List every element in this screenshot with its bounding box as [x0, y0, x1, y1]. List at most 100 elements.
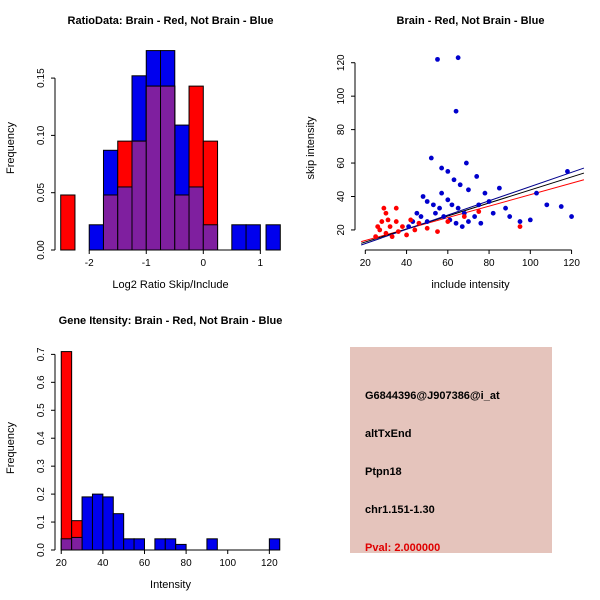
scatter-point — [534, 190, 539, 196]
scatter-point — [476, 202, 482, 208]
y-tick-label: 40 — [336, 190, 347, 202]
scatter-point — [393, 219, 399, 224]
scatter-point — [435, 229, 440, 235]
y-tick-label: 0.10 — [36, 125, 47, 145]
hist-bar — [231, 224, 247, 251]
gene-name-text: Ptpn18 — [365, 466, 402, 478]
x-tick-label: 40 — [97, 558, 109, 569]
gene-intensity-histogram-chart: 20 40 60 80 100 120 0.0 0.1 0.2 0.3 0.4 0.5 0.6 0.7 Ge… — [5, 315, 283, 591]
x-axis-label: Log2 Ratio Skip/Include — [112, 279, 228, 291]
scatter-point — [517, 219, 523, 224]
scatter-point — [387, 224, 393, 229]
y-tick-label: 0.00 — [36, 240, 47, 260]
y-tick-label: 0.05 — [36, 183, 47, 203]
y-axis-label: Frequency — [5, 422, 17, 474]
scatter-point — [461, 214, 467, 219]
scatter-point — [457, 182, 463, 188]
x-tick-label: 20 — [360, 258, 372, 269]
scatter-point — [430, 202, 436, 208]
scatter-point — [445, 169, 451, 174]
panel-intensity-scatter: 20 40 60 80 100 120 20 40 60 80 100 120 Brain - Red,… — [300, 0, 600, 300]
y-tick-label: 0.0 — [36, 543, 47, 557]
y-axis-label: Frequency — [5, 122, 17, 174]
scatter-point — [418, 214, 424, 219]
locus-text: chr1.151-1.30 — [365, 504, 435, 516]
scatter-point — [416, 220, 422, 226]
x-tick-label: 1 — [258, 258, 264, 269]
hist-bar — [206, 538, 218, 551]
y-tick-label: 0.6 — [36, 375, 47, 389]
scatter-point — [459, 224, 465, 229]
info-box: G6844396@J907386@i_at altTxEnd Ptpn18 ch… — [350, 347, 552, 554]
y-tick-label: 0.5 — [36, 403, 47, 417]
scatter-point — [379, 219, 385, 224]
scatter-point — [424, 225, 430, 231]
x-tick-label: 120 — [563, 258, 580, 269]
intensity-scatter-chart: 20 40 60 80 100 120 20 40 60 80 100 120 Brain - Red,… — [305, 15, 585, 291]
panel-gene-intensity-histogram: 20 40 60 80 100 120 0.0 0.1 0.2 0.3 0.4 0.5 0.6 0.7 Ge… — [0, 300, 300, 600]
y-tick-label: 80 — [336, 124, 347, 136]
ratio-histogram-chart: -2 -1 0 1 0.00 0.05 0.10 0.15 RatioData: Brain -… — [5, 15, 281, 291]
hist-bar — [102, 496, 114, 551]
scatter-point — [441, 214, 447, 219]
y-tick-label: 120 — [336, 54, 347, 71]
scatter-point — [527, 217, 533, 223]
hist-bar — [268, 538, 281, 551]
hist-bar-overlap — [71, 536, 83, 551]
hist-bar — [133, 538, 145, 551]
scatter-point — [466, 187, 471, 193]
hist-bar-overlap — [102, 194, 119, 251]
y-tick-label: 100 — [336, 87, 347, 104]
scatter-point — [389, 234, 395, 240]
y-tick-label: 0.4 — [36, 431, 47, 445]
scatter-point — [476, 209, 482, 214]
scatter-point — [428, 155, 434, 161]
scatter-point — [385, 217, 391, 223]
scatter-point — [503, 205, 508, 211]
scatter-point — [482, 190, 488, 196]
y-tick-label: 0.1 — [36, 515, 47, 529]
hist-bar — [60, 194, 76, 251]
scatter-point — [412, 227, 418, 233]
scatter-point — [406, 224, 412, 229]
hist-bar — [245, 224, 261, 251]
x-tick-label: -1 — [142, 258, 151, 269]
hist-bar-overlap — [60, 538, 73, 551]
hist-bar-overlap — [160, 85, 176, 251]
panel-ratio-histogram: -2 -1 0 1 0.00 0.05 0.10 0.15 RatioData: Brain -… — [0, 0, 300, 300]
scatter-point — [453, 108, 459, 114]
scatter-point — [463, 160, 469, 166]
hist-bar — [175, 543, 187, 551]
scatter-point — [408, 217, 414, 223]
scatter-point — [437, 205, 442, 211]
y-tick-label: 0.7 — [36, 347, 47, 361]
chart-title: Brain - Red, Not Brain - Blue — [397, 15, 545, 27]
scatter-point — [449, 202, 455, 208]
hist-bar — [265, 224, 281, 251]
scatter-point — [383, 230, 389, 236]
scatter-point — [400, 224, 405, 229]
y-tick-label: 0.2 — [36, 487, 47, 501]
x-tick-label: 60 — [442, 258, 454, 269]
scatter-point — [393, 205, 399, 211]
scatter-point — [414, 210, 420, 216]
hist-bar-overlap — [188, 186, 204, 251]
scatter-point — [433, 210, 438, 216]
hist-bar-overlap — [145, 85, 162, 251]
scatter-point — [381, 205, 387, 211]
scatter-point — [439, 190, 445, 196]
x-tick-label: 60 — [139, 558, 151, 569]
scatter-point — [461, 210, 467, 216]
y-tick-label: 20 — [336, 224, 347, 236]
scatter-point — [496, 185, 502, 191]
scatter-point — [453, 220, 459, 226]
scatter-point — [404, 232, 409, 238]
scatter-point — [466, 219, 471, 224]
scatter-point — [544, 202, 550, 208]
scatter-point — [435, 56, 440, 62]
chart-title: Gene Itensity: Brain - Red, Not Brain - … — [59, 315, 283, 327]
x-tick-label: 100 — [219, 558, 236, 569]
hist-bar — [112, 513, 125, 551]
hist-bar-overlap — [117, 186, 133, 251]
scatter-point — [455, 205, 461, 211]
